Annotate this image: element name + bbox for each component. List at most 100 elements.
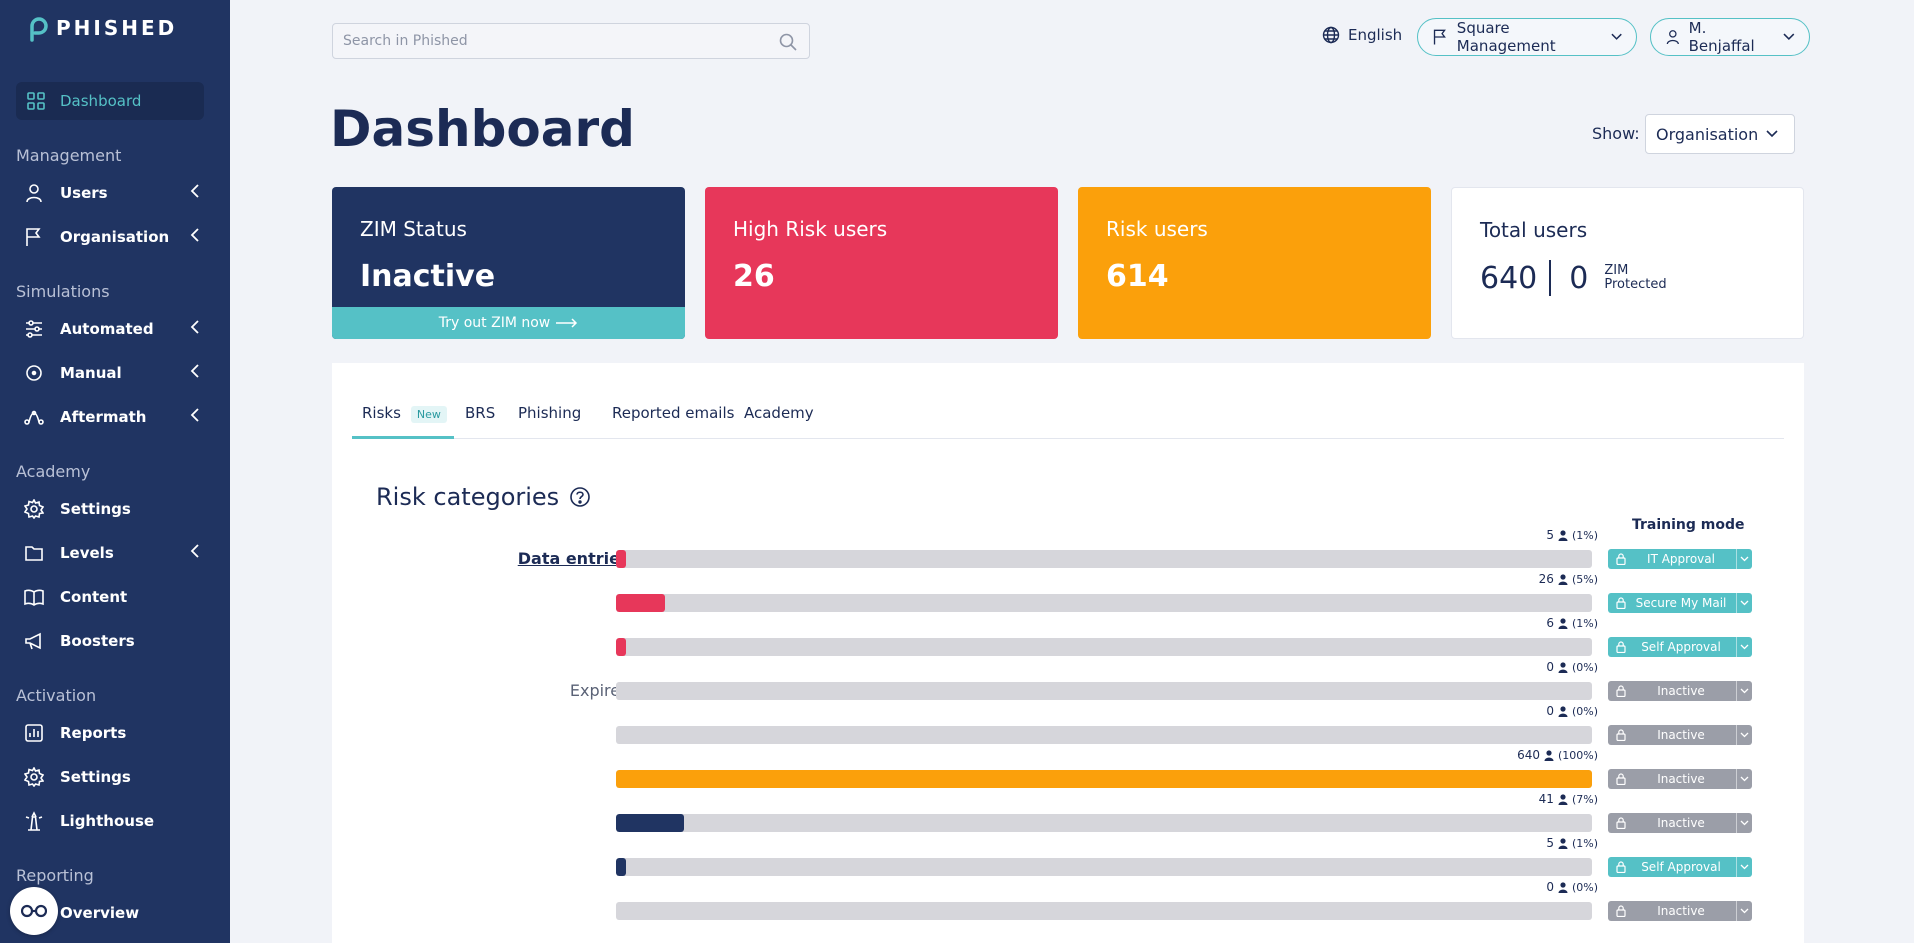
language-label: English [1348, 26, 1403, 44]
lock-icon [1616, 729, 1626, 741]
sidebar-item-label: Organisation [60, 228, 170, 246]
training-mode-select[interactable]: Self Approval [1608, 857, 1752, 877]
search-input[interactable]: Search in Phished [332, 23, 810, 59]
lock-icon [1616, 773, 1626, 785]
person-icon [1558, 573, 1568, 585]
sliders-icon [26, 320, 42, 338]
arrow-right-icon [556, 318, 578, 328]
help-icon[interactable] [569, 486, 591, 508]
book-icon [24, 589, 44, 606]
glasses-icon [21, 904, 47, 918]
chevron-down-icon [1736, 681, 1752, 701]
sidebar-item-label: Lighthouse [60, 812, 155, 830]
risk-bar-track [616, 594, 1592, 612]
risk-bar-track [616, 682, 1592, 700]
training-mode-select[interactable]: Inactive [1608, 681, 1752, 701]
sidebar-item-organisation[interactable]: Organisation [24, 222, 200, 252]
accessibility-fab-button[interactable] [10, 887, 58, 935]
count-value: 41 [1538, 792, 1554, 806]
active-tab-indicator [352, 436, 454, 439]
count-value: 640 [1517, 748, 1540, 762]
sidebar-item-levels[interactable]: Levels [24, 538, 200, 568]
show-select[interactable]: Organisation [1645, 114, 1795, 154]
flag-icon [1433, 29, 1446, 45]
sidebar-item-label: Users [60, 184, 108, 202]
risk-bar-track [616, 770, 1592, 788]
count-percent: (1%) [1571, 528, 1598, 542]
total-users-row: 640 0 ZIM Protected [1480, 260, 1667, 296]
training-mode-select[interactable]: Inactive [1608, 769, 1752, 789]
count-value: 5 [1546, 528, 1554, 542]
training-mode-header: Training mode [1632, 517, 1745, 533]
sidebar-item-activation-settings[interactable]: Settings [24, 762, 200, 792]
chevron-down-icon [1783, 33, 1795, 41]
chevron-left-icon [190, 320, 199, 334]
chevron-down-icon [1736, 769, 1752, 789]
risk-users-card[interactable]: Risk users 614 [1078, 187, 1431, 339]
total-users-card: Total users 640 0 ZIM Protected [1451, 187, 1804, 339]
tab-risks[interactable]: Risks New [362, 404, 447, 423]
brand-name: PHISHED [56, 16, 178, 40]
card-value: 26 [733, 259, 775, 294]
brand-logo[interactable]: PHISHED [26, 14, 177, 42]
section-title-simulations: Simulations [16, 282, 110, 301]
training-mode-select[interactable]: Secure My Mail [1608, 593, 1752, 613]
chevron-down-icon [1736, 637, 1752, 657]
high-risk-users-card[interactable]: High Risk users 26 [705, 187, 1058, 339]
card-title: High Risk users [733, 217, 888, 241]
organisation-selector[interactable]: Square Management [1417, 18, 1637, 56]
sidebar-item-aftermath[interactable]: Aftermath [24, 402, 200, 432]
sidebar-item-reports[interactable]: Reports [24, 718, 200, 748]
training-mode-select[interactable]: Inactive [1608, 813, 1752, 833]
sidebar-item-label: Manual [60, 364, 122, 382]
sidebar-item-boosters[interactable]: Boosters [24, 626, 200, 656]
sidebar-item-automated[interactable]: Automated [24, 314, 200, 344]
tab-bar: Risks New BRS Phishing Reported emails Ac… [352, 393, 1784, 439]
user-menu[interactable]: M. Benjaffal [1650, 18, 1810, 56]
sidebar-item-label: Content [60, 588, 128, 606]
sidebar-item-label: Automated [60, 320, 154, 338]
person-icon [1558, 793, 1568, 805]
count-percent: (100%) [1557, 748, 1598, 762]
chevron-down-icon [1736, 725, 1752, 745]
training-mode-select[interactable]: Inactive [1608, 725, 1752, 745]
count-value: 0 [1546, 704, 1554, 718]
sidebar-item-lighthouse[interactable]: Lighthouse [24, 806, 200, 836]
sidebar-item-content[interactable]: Content [24, 582, 200, 612]
training-mode-select[interactable]: Inactive [1608, 901, 1752, 921]
lock-icon [1616, 641, 1626, 653]
sidebar-item-dashboard[interactable]: Dashboard [16, 82, 204, 120]
lock-icon [1616, 861, 1626, 873]
user-icon [26, 184, 42, 203]
person-icon [1544, 749, 1554, 761]
tab-academy[interactable]: Academy [744, 404, 814, 422]
count-value: 5 [1546, 836, 1554, 850]
sidebar: PHISHED Dashboard Management Users Organ… [0, 0, 230, 943]
tab-reported-emails[interactable]: Reported emails [612, 404, 735, 422]
section-heading: Risk categories [376, 483, 560, 511]
sidebar-item-users[interactable]: Users [24, 178, 200, 208]
risk-category-count: 6 (1%) [1546, 616, 1598, 630]
tab-phishing[interactable]: Phishing [518, 404, 582, 422]
try-zim-button[interactable]: Try out ZIM now [332, 307, 685, 339]
show-select-value: Organisation [1656, 124, 1759, 144]
language-selector[interactable]: English [1322, 26, 1402, 44]
risks-panel: Risks New BRS Phishing Reported emails Ac… [332, 363, 1804, 943]
training-mode-value: Self Approval [1641, 640, 1721, 654]
card-value: Inactive [360, 259, 496, 294]
chevron-down-icon [1736, 813, 1752, 833]
gear-icon [24, 767, 44, 787]
chevron-left-icon [190, 408, 199, 422]
user-name: M. Benjaffal [1688, 19, 1755, 55]
target-icon [26, 365, 42, 381]
lock-icon [1616, 905, 1626, 917]
sidebar-item-academy-settings[interactable]: Settings [24, 494, 200, 524]
tab-label: Risks [362, 404, 401, 422]
risk-bar-fill [616, 770, 1592, 788]
tab-brs[interactable]: BRS [465, 404, 496, 422]
chevron-left-icon [190, 544, 199, 558]
count-value: 0 [1546, 660, 1554, 674]
training-mode-select[interactable]: IT Approval [1608, 549, 1752, 569]
training-mode-select[interactable]: Self Approval [1608, 637, 1752, 657]
sidebar-item-manual[interactable]: Manual [24, 358, 200, 388]
